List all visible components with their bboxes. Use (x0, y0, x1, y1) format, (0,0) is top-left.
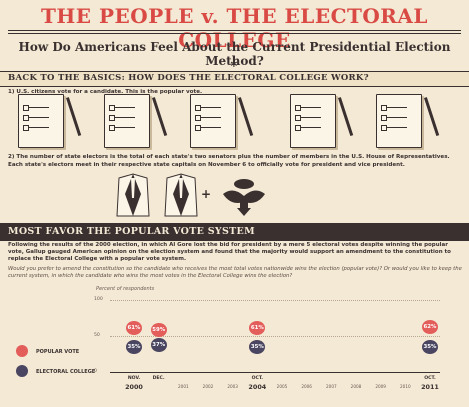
electoral-college-point: 35% (249, 339, 266, 354)
popular-vote-point: 61% (249, 321, 266, 336)
ballot-icon (18, 94, 64, 148)
section-popular-heading: MOST FAVOR THE POPULAR VOTE SYSTEM (0, 223, 469, 241)
ballot-line (29, 117, 49, 118)
ballot-checkbox (295, 105, 301, 111)
gridline (110, 372, 440, 373)
ballot-checkbox (109, 125, 115, 131)
ballot-icon (104, 94, 150, 148)
ballot-icon (376, 94, 422, 148)
eagle-seal-icon (223, 179, 265, 216)
ballot-line (387, 127, 407, 128)
suit-icon (116, 173, 150, 217)
section-popular-label: MOST FAVOR THE POPULAR VOTE SYSTEM (8, 226, 255, 237)
y-tick-label: 100 (94, 297, 103, 302)
ballot-icon (190, 94, 236, 148)
axis-caption: Percent of respondents (96, 286, 155, 292)
pencil-icon (424, 97, 440, 137)
page-subtitle: How Do Americans Feel About the Current … (18, 40, 451, 68)
step-2-text: 2) The number of state electors is the t… (8, 154, 450, 168)
title-rule-bottom (8, 33, 461, 34)
ballot-line (201, 127, 221, 128)
ballot-line (29, 127, 49, 128)
pencil-icon (66, 97, 82, 137)
ballot-line (301, 107, 321, 108)
page-title: THE PEOPLE v. THE ELECTORAL COLLEGE (41, 4, 428, 52)
step-1-text: 1) U.S. citizens vote for a candidate. T… (8, 89, 203, 95)
x-tick-year: 2005 (276, 384, 288, 389)
title-rule-top (8, 30, 461, 31)
legend-popular-label: POPULAR VOTE (36, 349, 80, 355)
pencil-icon (238, 97, 254, 137)
ballot-checkbox (381, 105, 387, 111)
x-tick-year: 2009 (375, 384, 386, 389)
x-tick-year: 2003 (227, 384, 238, 389)
ballot-line (387, 107, 407, 108)
ballot-checkbox (195, 125, 201, 131)
legend-electoral-label: ELECTORAL COLLEGE (36, 369, 96, 375)
legend-electoral-dot (16, 365, 28, 377)
y-tick-label: 50 (94, 333, 100, 338)
ballot-line (201, 117, 221, 118)
ballot-checkbox (23, 125, 29, 131)
plus-sign: + (201, 187, 212, 201)
x-tick-year: 2008 (350, 384, 362, 389)
x-tick-year: 2006 (301, 384, 312, 389)
x-tick-year: 2007 (325, 384, 337, 389)
gridline (110, 300, 440, 301)
x-tick-year: 2000 (125, 383, 143, 391)
popular-vote-point: 62% (422, 320, 438, 335)
x-tick-year: 2004 (248, 383, 267, 391)
pencil-icon (152, 97, 168, 137)
ballot-checkbox (195, 105, 201, 111)
gridline (110, 336, 440, 337)
ballot-line (301, 127, 321, 128)
ballot-checkbox (109, 105, 115, 111)
suit-icon-2 (164, 173, 198, 217)
x-tick-year: 2002 (202, 384, 214, 389)
electoral-college-point: 37% (150, 338, 167, 353)
x-tick-month: NOV. (127, 376, 141, 381)
legend-popular-dot (16, 345, 28, 357)
ballot-line (301, 117, 321, 118)
ballot-line (387, 117, 407, 118)
x-tick-month: OCT. (424, 376, 436, 381)
ballot-line (201, 107, 221, 108)
pencil-icon (338, 97, 354, 137)
ballot-line (115, 127, 135, 128)
x-tick-month: OCT. (251, 376, 264, 381)
ballot-checkbox (23, 115, 29, 121)
ballot-line (29, 107, 49, 108)
x-tick-year: 2001 (177, 384, 189, 389)
survey-question: Would you prefer to amend the constituti… (8, 266, 462, 280)
electoral-college-point: 35% (126, 339, 142, 354)
ballot-checkbox (109, 115, 115, 121)
ballot-checkbox (295, 125, 301, 131)
ballot-checkbox (295, 115, 301, 121)
ballot-line (115, 117, 135, 118)
popular-vote-point: 59% (150, 322, 167, 337)
intro-paragraph: Following the results of the 2000 electi… (8, 242, 451, 263)
section-basics-label: BACK TO THE BASICS: HOW DOES THE ELECTOR… (8, 73, 369, 83)
ballot-checkbox (381, 125, 387, 131)
ballot-icon (290, 94, 336, 148)
star-ornament-icon: ✲ (230, 60, 238, 70)
ballot-checkbox (195, 115, 201, 121)
ballot-line (115, 107, 135, 108)
x-tick-year: 2011 (421, 383, 439, 391)
electoral-college-point: 35% (422, 339, 438, 354)
ballot-checkbox (23, 105, 29, 111)
x-tick-month: DEC. (152, 376, 165, 381)
y-tick-label: 0 (94, 369, 97, 374)
suit-icons (116, 173, 198, 217)
x-tick-year: 2010 (399, 384, 411, 389)
section-basics-heading: BACK TO THE BASICS: HOW DOES THE ELECTOR… (0, 71, 469, 87)
popular-vote-point: 61% (126, 321, 142, 336)
ballot-checkbox (381, 115, 387, 121)
